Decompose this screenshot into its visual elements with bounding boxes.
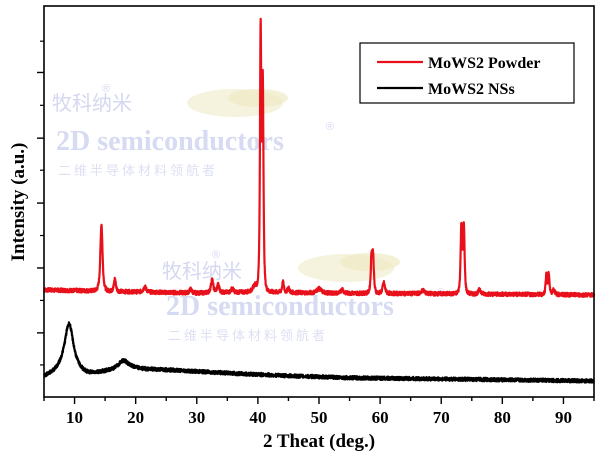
watermark-registered-mark: ® <box>102 83 110 95</box>
x-tick-label: 50 <box>311 408 328 427</box>
legend-label-nss: MoWS2 NSs <box>428 81 515 98</box>
series-line-nss <box>43 321 595 384</box>
watermark-top: 牧科纳米 ® 2D semiconductors ® 二维半导体材料领航者 <box>52 83 334 179</box>
watermark-slogan: 二维半导体材料领航者 <box>168 328 328 344</box>
x-axis-title: 2 Theat (deg.) <box>263 431 375 452</box>
x-tick-label: 80 <box>494 408 511 427</box>
legend: MoWS2 Powder MoWS2 NSs <box>359 42 575 104</box>
legend-box <box>359 42 575 104</box>
series-line-powder <box>43 17 596 298</box>
x-tick-label: 20 <box>127 408 144 427</box>
watermark-brand-cn: 牧科纳米 <box>162 259 242 283</box>
legend-label-powder: MoWS2 Powder <box>428 55 540 72</box>
watermark-slogan: 二维半导体材料领航者 <box>58 163 218 179</box>
watermark-brand-en: 2D semiconductors <box>56 126 284 157</box>
series-layer <box>43 17 596 384</box>
watermark-bottom: 牧科纳米 ® 2D semiconductors ® 二维半导体材料领航者 <box>162 249 445 344</box>
watermark-registered-mark-2: ® <box>326 121 334 133</box>
watermark-crystal-logo <box>298 253 400 282</box>
x-tick-label: 10 <box>66 408 83 427</box>
watermark-brand-cn: 牧科纳米 <box>52 91 132 115</box>
x-tick-label: 40 <box>249 408 266 427</box>
watermark-brand-en: 2D semiconductors <box>166 291 394 322</box>
x-tick-label: 60 <box>372 408 389 427</box>
x-tick-label: 90 <box>555 408 572 427</box>
y-axis <box>37 40 44 366</box>
y-axis-title: Intensity (a.u.) <box>8 143 29 262</box>
watermark-crystal-logo <box>187 89 288 117</box>
watermark-registered-mark: ® <box>212 249 220 261</box>
x-tick-label: 70 <box>433 408 450 427</box>
x-tick-label: 30 <box>188 408 205 427</box>
x-axis: 10 20 30 40 50 60 70 80 90 <box>43 397 595 427</box>
